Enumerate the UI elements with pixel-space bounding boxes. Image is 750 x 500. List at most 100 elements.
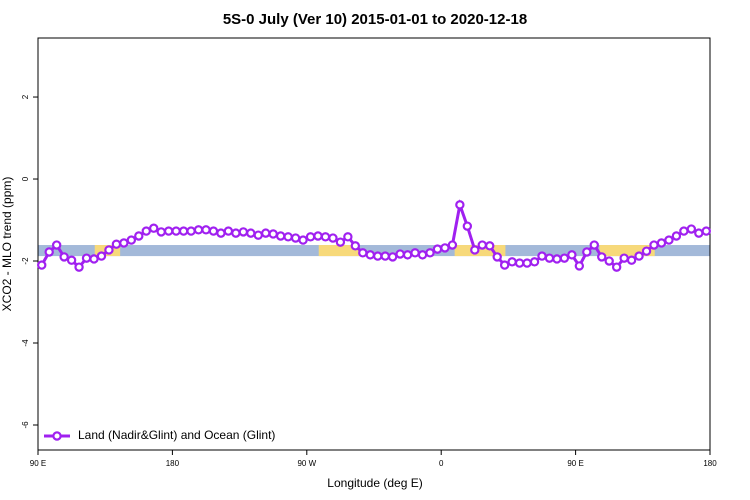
data-point: [604, 256, 614, 266]
data-point: [529, 257, 540, 267]
data-point: [320, 232, 331, 242]
data-point: [126, 235, 137, 245]
data-point: [455, 200, 465, 210]
data-point: [559, 253, 570, 263]
data-point: [507, 257, 517, 267]
data-point: [686, 224, 697, 234]
data-point: [589, 240, 599, 250]
data-point: [373, 251, 383, 261]
data-point: [149, 223, 159, 233]
data-point: [358, 248, 368, 258]
x-axis-label: Longitude (deg E): [327, 476, 422, 490]
data-point: [395, 249, 405, 259]
data-point: [44, 247, 54, 257]
data-point: [447, 240, 458, 250]
y-tick-label: 0: [21, 176, 30, 181]
data-point: [485, 241, 495, 251]
data-point: [81, 253, 92, 263]
data-point: [74, 262, 84, 272]
data-point: [246, 228, 256, 238]
y-tick-label: -4: [21, 339, 30, 347]
y-tick-label: -6: [21, 421, 30, 429]
data-point: [387, 252, 398, 262]
x-tick-label: 180: [166, 459, 180, 468]
data-point: [283, 232, 293, 242]
data-point: [574, 261, 585, 271]
data-point: [544, 253, 555, 263]
data-point: [178, 226, 189, 236]
data-point: [238, 227, 249, 237]
data-point: [611, 262, 622, 272]
data-point: [343, 232, 353, 242]
data-point: [664, 235, 674, 245]
data-point: [634, 251, 644, 261]
data-point: [134, 231, 144, 241]
data-point: [679, 226, 689, 236]
data-point: [417, 250, 428, 260]
data-point: [223, 226, 234, 236]
data-point: [96, 251, 107, 261]
data-point: [552, 254, 562, 264]
data-point: [649, 240, 659, 250]
data-point: [582, 247, 592, 257]
data-point: [119, 238, 129, 248]
data-point: [298, 235, 308, 245]
data-point: [694, 228, 704, 238]
data-point: [335, 237, 346, 247]
chart-title: 5S-0 July (Ver 10) 2015-01-01 to 2020-12…: [223, 11, 527, 28]
data-point: [66, 255, 77, 265]
data-point: [290, 233, 301, 243]
data-point: [701, 226, 711, 236]
data-point: [111, 239, 122, 249]
data-point: [656, 238, 667, 248]
data-point: [425, 248, 435, 258]
data-point: [410, 248, 420, 258]
x-tick-label: 90 W: [297, 459, 316, 468]
data-point: [37, 260, 47, 270]
ocean-band: [38, 245, 710, 257]
land-band: [454, 245, 506, 257]
y-tick-label: 2: [21, 94, 30, 99]
data-point: [499, 260, 510, 270]
data-point: [514, 258, 525, 268]
data-point: [59, 252, 69, 262]
data-point: [626, 255, 637, 265]
data-point: [313, 231, 323, 241]
data-point: [470, 245, 480, 255]
data-point: [104, 245, 114, 255]
legend-label: Land (Nadir&Glint) and Ocean (Glint): [78, 428, 275, 442]
legend-marker: [52, 431, 62, 441]
data-point: [537, 251, 547, 261]
data-point: [268, 229, 278, 239]
data-point: [216, 228, 226, 238]
y-tick-label: -2: [21, 257, 30, 265]
data-point: [641, 246, 652, 256]
data-point: [477, 240, 487, 250]
data-point: [380, 251, 390, 261]
data-point: [440, 243, 450, 253]
data-point: [275, 231, 286, 241]
data-point: [261, 228, 271, 238]
land-band: [318, 245, 360, 257]
data-point: [156, 227, 166, 237]
data-point: [365, 250, 375, 260]
data-point: [163, 226, 174, 236]
data-point: [522, 258, 532, 268]
data-point: [402, 250, 413, 260]
data-point: [462, 221, 473, 231]
data-point: [328, 233, 338, 243]
data-point: [193, 225, 204, 235]
data-point: [567, 250, 577, 260]
y-axis-label: XCO2 - MLO trend (ppm): [0, 177, 14, 312]
plot-frame: [37, 37, 711, 451]
data-point: [619, 253, 629, 263]
data-point: [492, 252, 502, 262]
x-tick-label: 0: [439, 459, 444, 468]
data-point: [350, 241, 361, 251]
data-point: [171, 226, 181, 236]
x-tick-label: 90 E: [567, 459, 583, 468]
data-point: [231, 228, 241, 238]
data-point: [432, 244, 443, 254]
data-point: [201, 225, 211, 235]
data-point: [89, 254, 99, 264]
